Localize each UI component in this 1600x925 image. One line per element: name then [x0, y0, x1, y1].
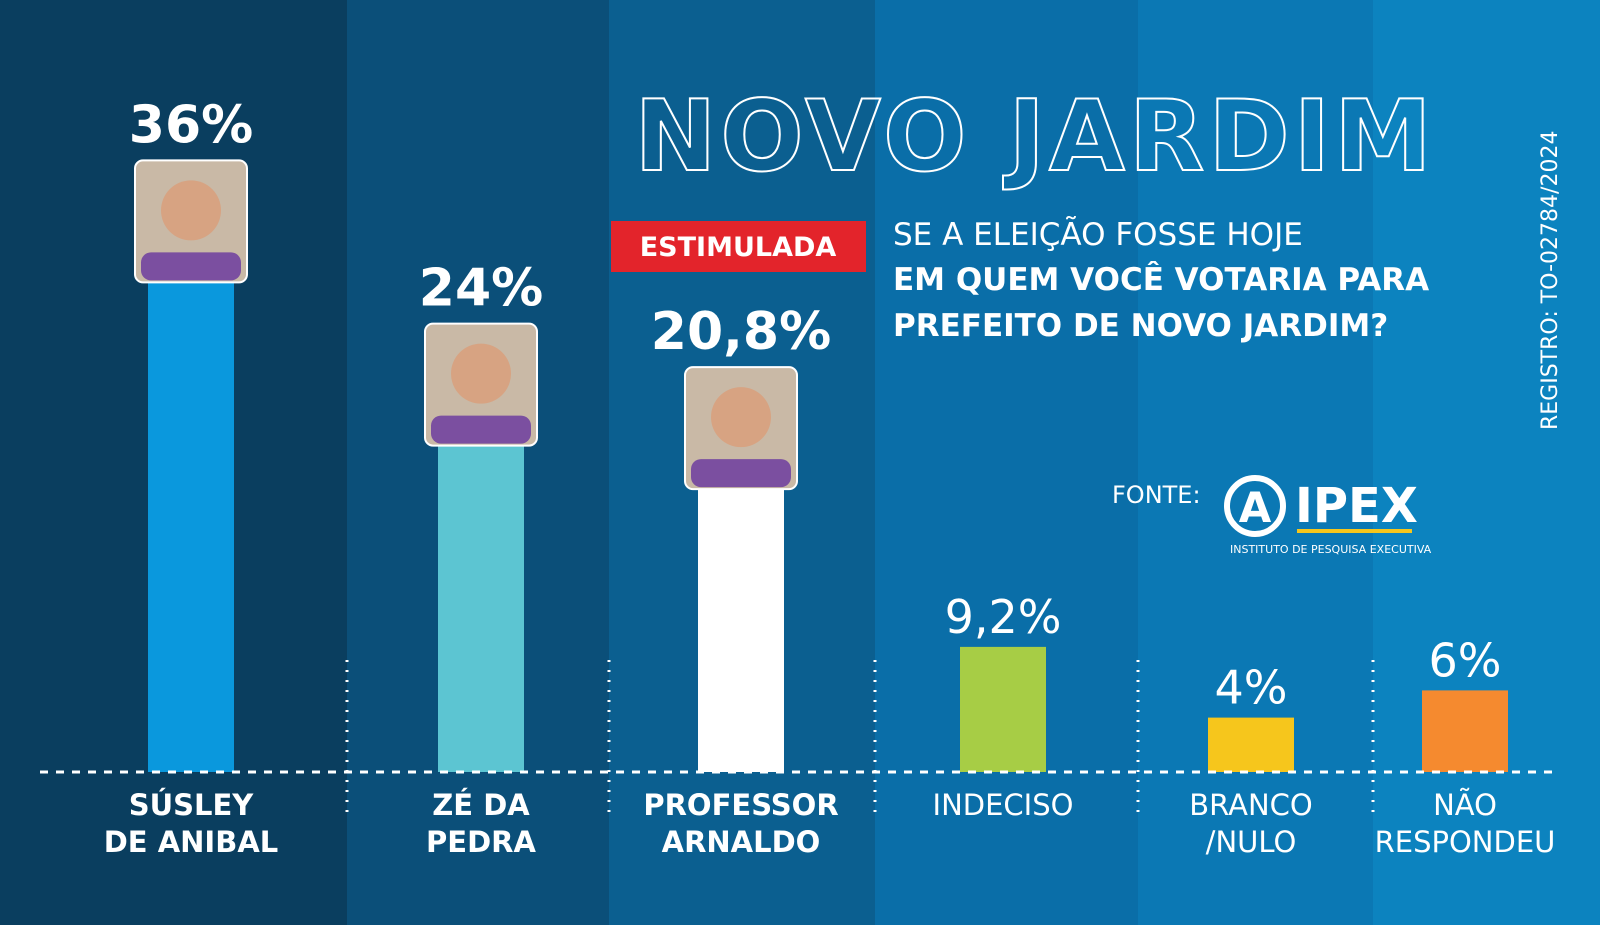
bar [1208, 717, 1294, 772]
photo-face [711, 387, 771, 448]
question-line: PREFEITO DE NOVO JARDIM? [893, 308, 1388, 344]
logo-underline [1297, 529, 1412, 533]
value-label: 6% [1429, 633, 1502, 687]
bar [698, 489, 784, 772]
photo-shirt [141, 252, 241, 281]
x-tick-label: INDECISO [933, 788, 1074, 822]
photo-face [161, 180, 221, 241]
x-tick-label: /NULO [1206, 825, 1297, 859]
value-label: 36% [129, 95, 253, 155]
badge: ESTIMULADA [640, 232, 837, 263]
x-tick-label: PEDRA [426, 825, 536, 859]
bar [438, 445, 524, 772]
bar [148, 282, 234, 772]
question-line: EM QUEM VOCÊ VOTARIA PARA [893, 262, 1429, 298]
question-line: SE A ELEIÇÃO FOSSE HOJE [893, 217, 1303, 253]
logo-mark: A [1239, 483, 1272, 532]
photo-shirt [431, 415, 531, 444]
chart-title: NOVO JARDIM [634, 80, 1435, 194]
x-tick-label: ARNALDO [662, 825, 821, 859]
value-label: 20,8% [651, 302, 831, 362]
logo-ring [1224, 475, 1286, 537]
bar [960, 646, 1046, 772]
x-tick-label: NÃO [1433, 788, 1497, 822]
bar [1422, 690, 1508, 772]
x-tick-label: RESPONDEU [1375, 825, 1556, 859]
x-tick-label: SÚSLEY [129, 788, 255, 822]
x-tick-label: ZÉ DA [432, 788, 530, 822]
badge-bg [611, 221, 866, 272]
source-label: FONTE: [1112, 481, 1201, 509]
x-tick-label: PROFESSOR [643, 788, 838, 822]
separators [345, 660, 1375, 820]
photo-face [451, 343, 511, 404]
logo-full-name: INSTITUTO DE PESQUISA EXECUTIVA [1230, 543, 1432, 556]
x-tick-label: BRANCO [1189, 788, 1312, 822]
value-label: 4% [1215, 661, 1288, 715]
photo-shirt [691, 459, 791, 488]
logo-name: IPEX [1295, 478, 1418, 534]
value-label: 9,2% [945, 590, 1062, 644]
x-tick-label: DE ANIBAL [104, 825, 279, 859]
value-label: 24% [419, 259, 543, 319]
registration: REGISTRO: TO-02784/2024 [1538, 131, 1563, 430]
